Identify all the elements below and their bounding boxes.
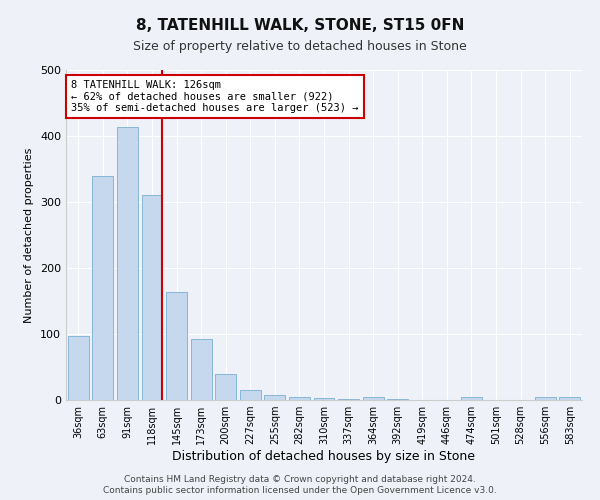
Bar <box>191 338 212 400</box>
Bar <box>338 398 359 400</box>
Bar <box>215 374 236 400</box>
Bar <box>362 396 383 400</box>
Text: Size of property relative to detached houses in Stone: Size of property relative to detached ho… <box>133 40 467 53</box>
Bar <box>265 394 286 400</box>
Text: Contains HM Land Registry data © Crown copyright and database right 2024.: Contains HM Land Registry data © Crown c… <box>124 475 476 484</box>
Bar <box>92 176 113 400</box>
Text: 8 TATENHILL WALK: 126sqm
← 62% of detached houses are smaller (922)
35% of semi-: 8 TATENHILL WALK: 126sqm ← 62% of detach… <box>71 80 359 113</box>
Bar <box>117 128 138 400</box>
Bar <box>166 292 187 400</box>
Bar <box>314 398 334 400</box>
Text: 8, TATENHILL WALK, STONE, ST15 0FN: 8, TATENHILL WALK, STONE, ST15 0FN <box>136 18 464 32</box>
Y-axis label: Number of detached properties: Number of detached properties <box>25 148 34 322</box>
Bar <box>461 398 482 400</box>
X-axis label: Distribution of detached houses by size in Stone: Distribution of detached houses by size … <box>173 450 476 463</box>
Bar <box>142 196 163 400</box>
Text: Contains public sector information licensed under the Open Government Licence v3: Contains public sector information licen… <box>103 486 497 495</box>
Bar <box>240 390 261 400</box>
Bar <box>289 398 310 400</box>
Bar <box>559 398 580 400</box>
Bar <box>68 336 89 400</box>
Bar <box>535 398 556 400</box>
